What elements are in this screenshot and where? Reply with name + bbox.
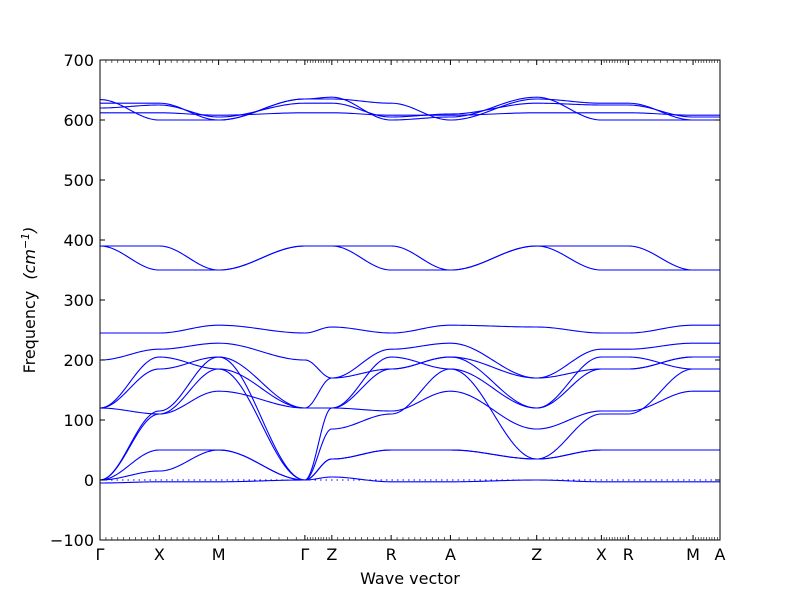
- band-line-7: [99, 356, 720, 409]
- x-tick-label-11: A: [715, 545, 726, 564]
- x-tick-label-2: M: [212, 545, 226, 564]
- y-axis: −100 0 100 200 300 400 500 600 700: [50, 51, 720, 550]
- x-tick-label-6: A: [445, 545, 456, 564]
- y-tick-label-6: 500: [63, 171, 94, 190]
- x-tick-label-4: Z: [326, 545, 337, 564]
- band-line-11: [99, 245, 720, 271]
- y-tick-label-5: 400: [63, 231, 94, 250]
- y-tick-label-3: 200: [63, 351, 94, 370]
- band-line-3: [99, 368, 720, 481]
- band-line-0: [100, 476, 720, 484]
- band-line-9: [100, 324, 720, 334]
- band-line-5: [99, 390, 720, 430]
- y-tick-label-2: 100: [63, 411, 94, 430]
- plot-frame: [99, 59, 721, 541]
- x-axis-label: Wave vector: [360, 569, 460, 588]
- y-tick-label-1: 0: [84, 471, 94, 490]
- x-tick-label-3: Γ: [300, 545, 309, 564]
- x-tick-label-1: X: [154, 545, 165, 564]
- y-axis-label-text: Frequency: [20, 291, 39, 374]
- x-tick-label-9: R: [623, 545, 634, 564]
- y-tick-label-0: −100: [50, 531, 94, 550]
- y-tick-label-7: 600: [63, 111, 94, 130]
- band-line-13: [99, 102, 720, 118]
- x-tick-label-5: R: [386, 545, 397, 564]
- y-tick-label-4: 300: [63, 291, 94, 310]
- x-tick-label-0: Γ: [96, 545, 105, 564]
- x-tick-label-10: M: [686, 545, 700, 564]
- band-line-10: [100, 245, 720, 271]
- y-axis-label: Frequency (cm−1): [19, 227, 40, 374]
- band-line-2: [99, 449, 720, 481]
- plot-area: [99, 96, 720, 484]
- x-tick-label-8: X: [596, 545, 607, 564]
- band-line-15: [99, 96, 720, 121]
- y-tick-label-8: 700: [63, 51, 94, 70]
- x-tick-label-7: Z: [531, 545, 542, 564]
- band-line-14: [100, 98, 720, 121]
- band-line-8: [99, 342, 720, 379]
